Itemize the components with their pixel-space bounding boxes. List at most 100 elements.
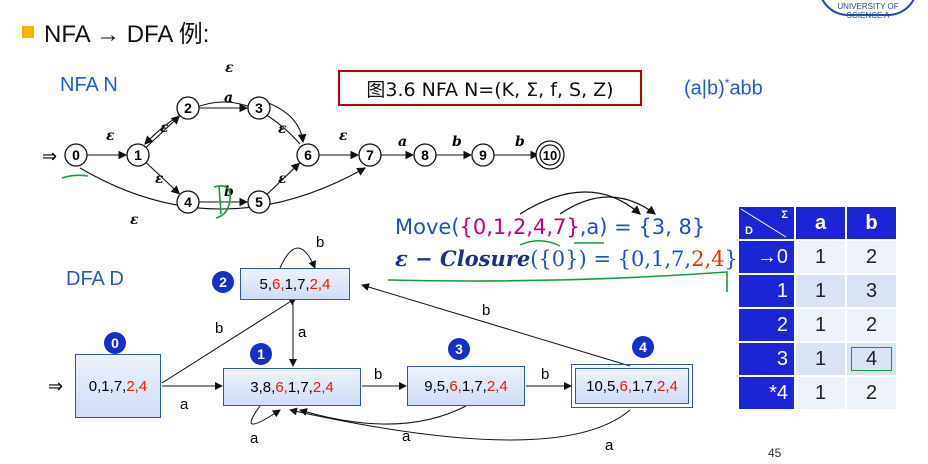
nfa-state-label: 10 bbox=[543, 148, 557, 163]
nfa-edge-label: ε bbox=[339, 128, 348, 144]
nfa-state-label: 1 bbox=[134, 147, 142, 163]
table-cell: 1 bbox=[795, 274, 846, 308]
nfa-state-1 bbox=[127, 144, 149, 166]
dfa-label-2-1: a bbox=[298, 324, 306, 341]
nfa-edge-0-7 bbox=[80, 168, 365, 209]
nfa-state-8 bbox=[414, 144, 436, 166]
dfa-label-loop2: b bbox=[316, 234, 324, 251]
dfa-label-4-2: b bbox=[482, 302, 490, 319]
table-cell: 1 bbox=[738, 274, 795, 308]
nfa-state-label: 0 bbox=[72, 147, 80, 163]
table-header: b bbox=[846, 206, 897, 240]
nfa-final-ring bbox=[540, 145, 560, 165]
nfa-state-2 bbox=[177, 97, 199, 119]
nfa-edge-label: a bbox=[398, 134, 407, 150]
nfa-state-label: 4 bbox=[184, 194, 192, 210]
dfa-label-0-2: b bbox=[215, 320, 223, 337]
nfa-state-0 bbox=[65, 144, 87, 166]
nfa-edge-label: ε bbox=[278, 171, 287, 187]
table-cell: 2 bbox=[846, 308, 897, 342]
nfa-state-6 bbox=[297, 144, 319, 166]
nfa-edge-label: ε bbox=[155, 171, 164, 187]
table-row: *4 1 2 bbox=[738, 376, 897, 410]
nfa-edge-label: b bbox=[515, 134, 525, 150]
nfa-edge-label: ε bbox=[130, 212, 139, 228]
nfa-state-label: 9 bbox=[479, 147, 487, 163]
figure-caption: 图3.6 NFA N=(K, Σ, f, S, Z) bbox=[338, 70, 642, 106]
dfa-state-badge: 3 bbox=[448, 338, 470, 360]
nfa-edge-label: ε bbox=[225, 60, 234, 76]
closure-equation: ε − Closure({0}) = {0,1,7,2,4} bbox=[395, 246, 738, 271]
nfa-label: NFA N bbox=[60, 74, 118, 97]
nfa-edge-label: b bbox=[224, 184, 234, 200]
table-cell: 2 bbox=[738, 308, 795, 342]
nfa-edge-1-4 bbox=[146, 163, 179, 194]
nfa-edge-1-2 bbox=[146, 116, 179, 147]
dfa-state-4: 10,5, 6, 1,7, 2,4 bbox=[575, 368, 689, 404]
table-corner: D Σ bbox=[738, 206, 795, 240]
dfa-label-0-1: a bbox=[180, 396, 188, 413]
dfa-edge-4-2 bbox=[362, 285, 630, 366]
nfa-state-5 bbox=[248, 191, 270, 213]
dfa-state-2: 5, 6, 1,7, 2,4 bbox=[240, 268, 350, 300]
dfa-label-1-3: b bbox=[374, 366, 382, 383]
nfa-state-label: 2 bbox=[184, 100, 192, 116]
move-equation: Move({0,1,2,4,7},a) = {3, 8} bbox=[395, 215, 705, 239]
table-cell: 3 bbox=[738, 342, 795, 376]
nfa-edge-label: ε bbox=[106, 128, 115, 144]
nfa-state-7 bbox=[359, 144, 381, 166]
slide-title: NFA → DFA 例: bbox=[22, 14, 209, 49]
dfa-state-3: 9,5, 6, 1,7, 2,4 bbox=[407, 366, 525, 406]
table-cell: *4 bbox=[738, 376, 795, 410]
dfa-label: DFA D bbox=[66, 268, 124, 291]
dfa-state-badge: 4 bbox=[632, 336, 654, 358]
nfa-edge-label: a bbox=[224, 90, 233, 106]
regex-expression: (a|b)*abb bbox=[684, 76, 763, 101]
nfa-edge-label: b bbox=[452, 134, 462, 150]
table-row: →0 1 2 bbox=[738, 240, 897, 274]
nfa-state-4 bbox=[177, 191, 199, 213]
dfa-state-badge: 0 bbox=[104, 332, 126, 354]
dfa-state-1: 3,8, 6, 1,7, 2,4 bbox=[223, 368, 361, 406]
table-cell: 1 bbox=[795, 308, 846, 342]
dfa-start-arrow: ⇒ bbox=[48, 376, 63, 397]
table-cell: 2 bbox=[846, 240, 897, 274]
table-cell: 1 bbox=[795, 240, 846, 274]
nfa-state-label: 3 bbox=[255, 100, 263, 116]
dfa-state-badge: 1 bbox=[250, 343, 272, 365]
table-cell: 1 bbox=[795, 376, 846, 410]
table-cell: 2 bbox=[846, 376, 897, 410]
nfa-state-label: 8 bbox=[421, 147, 429, 163]
nfa-state-label: 6 bbox=[304, 147, 312, 163]
university-logo: UNIVERSITY OF SCIENCE A bbox=[818, 0, 918, 16]
dfa-label-loop1: a bbox=[250, 430, 258, 447]
dfa-state-0: 0,1,7, 2,4 bbox=[75, 354, 161, 418]
nfa-state-label: 7 bbox=[366, 147, 374, 163]
dfa-label-3-4: b bbox=[541, 366, 549, 383]
page-number: 45 bbox=[768, 446, 781, 460]
dfa-edge-4-1 bbox=[290, 410, 630, 440]
bullet-icon bbox=[22, 26, 34, 38]
nfa-start-arrow: ⇒ bbox=[42, 146, 57, 166]
dfa-edge-3-1 bbox=[300, 406, 466, 424]
table-header: a bbox=[795, 206, 846, 240]
table-cell: 1 bbox=[795, 342, 846, 376]
slide-title-text: NFA → DFA 例: bbox=[44, 14, 209, 49]
annotation-mark bbox=[214, 186, 230, 218]
table-cell: →0 bbox=[738, 240, 795, 274]
nfa-edge-label: ε bbox=[278, 121, 287, 137]
nfa-edge-5-6 bbox=[267, 163, 299, 194]
table-cell: 4 bbox=[846, 342, 897, 376]
dfa-loop-1 bbox=[251, 406, 280, 424]
nfa-state-10 bbox=[536, 141, 564, 169]
annotation-mark bbox=[62, 175, 88, 178]
table-cell: 3 bbox=[846, 274, 897, 308]
dfa-label-4-1: a bbox=[605, 437, 613, 454]
nfa-edge-6-1 bbox=[145, 102, 300, 144]
nfa-state-label: 5 bbox=[255, 194, 263, 210]
nfa-state-9 bbox=[472, 144, 494, 166]
